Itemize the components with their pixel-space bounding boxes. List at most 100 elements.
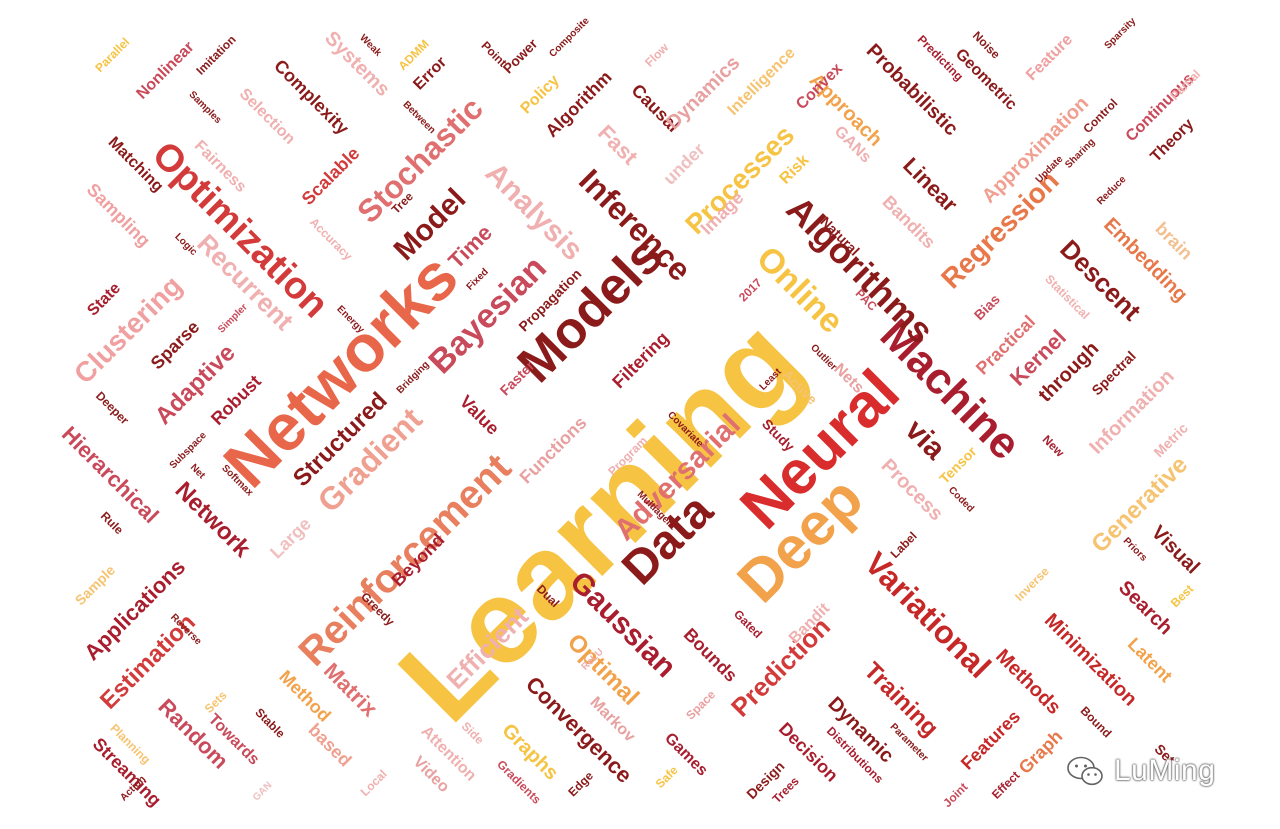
cloud-word: Matrix: [318, 657, 382, 722]
cloud-word: Approximation: [977, 92, 1093, 208]
cloud-word: Games: [660, 729, 711, 780]
cloud-word: Planning: [106, 721, 153, 767]
cloud-word: Recurrent: [190, 227, 299, 337]
cloud-word: Gradient: [310, 400, 430, 520]
cloud-word: Variational: [857, 545, 998, 685]
cloud-word: Processes: [679, 119, 801, 241]
cloud-word: Covariate: [665, 409, 706, 450]
cloud-word: through: [1034, 337, 1104, 407]
cloud-word: New: [1039, 432, 1067, 460]
cloud-word: Natural: [817, 213, 863, 259]
cloud-word: Accuracy: [306, 214, 356, 264]
cloud-word: Bayesian: [420, 248, 554, 382]
cloud-word: ADMM: [395, 36, 432, 74]
cloud-word: Markov: [586, 693, 639, 746]
cloud-word: Training: [857, 657, 944, 743]
cloud-word: Optimization: [143, 133, 337, 327]
cloud-word: Deeper: [92, 388, 132, 428]
cloud-word: Dynamic: [822, 692, 898, 768]
cloud-word: Generative: [1086, 451, 1194, 559]
cloud-word: Inference: [572, 161, 699, 289]
cloud-word: Learning: [373, 293, 827, 747]
cloud-word: Reduce: [1095, 173, 1129, 208]
cloud-word: Time: [442, 219, 497, 274]
cloud-word: Approach: [804, 69, 886, 151]
cloud-word: Attention: [417, 722, 480, 785]
cloud-word: Deep: [723, 464, 876, 616]
cloud-word: Theory: [1146, 115, 1197, 166]
cloud-word: GAN: [251, 779, 275, 804]
cloud-word: Parameter: [887, 721, 930, 764]
cloud-word: Edge: [564, 768, 596, 800]
cloud-word: Model: [387, 182, 472, 267]
cloud-word: Weak: [357, 32, 384, 59]
cloud-word: Causal: [627, 80, 683, 136]
cloud-word: Latent: [1123, 633, 1177, 687]
cloud-word: Adversarial: [607, 408, 747, 548]
cloud-word: Risk: [776, 151, 813, 188]
cloud-word: Machine: [870, 310, 1030, 470]
cloud-word: Stochastic: [349, 90, 490, 230]
cloud-word: Study: [758, 415, 798, 455]
cloud-word: Visual: [1146, 521, 1204, 579]
cloud-word: Algorithms: [778, 187, 943, 352]
cloud-word: Prediction: [724, 611, 836, 723]
cloud-word: Energy: [334, 303, 367, 336]
cloud-word: Estimation: [94, 608, 201, 715]
cloud-word: Functions: [515, 412, 591, 488]
cloud-word: Net: [187, 462, 208, 482]
cloud-word: Nets: [829, 360, 867, 397]
cloud-word: Bounds: [679, 624, 741, 686]
cloud-word: Dynamics: [661, 51, 744, 135]
cloud-word: Random: [153, 693, 234, 774]
cloud-word: Convex: [793, 60, 846, 114]
cloud-word: Outlier: [808, 342, 839, 373]
cloud-word: Local: [357, 766, 390, 800]
cloud-word: Gaussian: [562, 565, 682, 685]
cloud-word: Continuous: [1122, 70, 1198, 146]
cloud-word: Neural: [727, 357, 913, 543]
cloud-word: Space: [682, 687, 718, 723]
cloud-word: Propagation: [515, 265, 585, 335]
cloud-word: Sampling: [82, 179, 154, 251]
cloud-word: Towards: [204, 710, 263, 769]
cloud-word: Intelligence: [724, 44, 799, 119]
cloud-word: Simpler: [215, 301, 250, 336]
cloud-word: Systems: [320, 27, 395, 101]
cloud-word: Features: [956, 706, 1024, 774]
cloud-word: Effect: [988, 768, 1022, 802]
cloud-word: Streaming: [88, 733, 166, 811]
cloud-word: Reinforcement: [290, 445, 520, 675]
cloud-word: Fast: [592, 119, 643, 170]
cloud-word: Tree: [388, 189, 416, 217]
cloud-word: Linear: [898, 152, 963, 217]
cloud-word: Faster: [496, 357, 538, 399]
cloud-word: Convergence: [520, 671, 637, 788]
cloud-word: Selection: [235, 85, 298, 148]
cloud-word: Point: [478, 38, 510, 70]
cloud-word: Algorithm: [540, 66, 616, 142]
cloud-word: Imitation: [193, 32, 239, 78]
cloud-word: Multiagent: [634, 489, 678, 533]
cloud-word: Value: [455, 391, 503, 439]
cloud-word: PAC: [852, 286, 880, 314]
cloud-word: Least: [757, 366, 784, 393]
cloud-word: Rule: [97, 508, 127, 538]
cloud-word: Networks: [208, 238, 472, 502]
cloud-word: Methods: [991, 645, 1065, 719]
cloud-word: Tensor: [936, 443, 980, 487]
cloud-word: Image: [696, 187, 748, 239]
cloud-word: Geometric: [951, 45, 1020, 114]
cloud-word: Power: [499, 35, 541, 77]
cloud-word: Sample: [71, 561, 119, 609]
cloud-word: Descent: [1053, 233, 1147, 327]
cloud-word: Kernel: [1004, 324, 1071, 391]
cloud-word: Bridging: [394, 359, 432, 397]
cloud-word: Applications: [79, 554, 191, 666]
cloud-word: 2017: [735, 275, 765, 305]
cloud-word: Online: [749, 239, 851, 341]
cloud-word: Between: [399, 99, 437, 137]
cloud-word: Large: [265, 513, 315, 563]
cloud-word: Bandits: [878, 191, 940, 253]
